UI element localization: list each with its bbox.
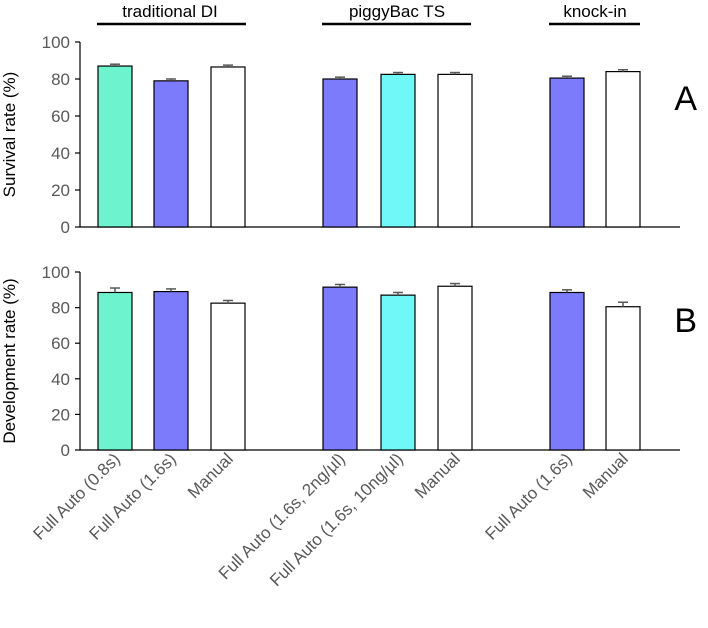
panel-A-y-tick-label: 40 (51, 144, 70, 163)
category-label: Manual (579, 449, 632, 502)
bar-A-1-1 (380, 73, 416, 228)
category-label: Manual (411, 449, 464, 502)
bar-B-1-0 (322, 286, 358, 451)
group-title-2: knock-in (563, 2, 626, 21)
panel-B-y-tick-label: 80 (51, 299, 70, 318)
panel-A-y-tick-label: 80 (51, 70, 70, 89)
panel-B-y-label: Development rate (%) (0, 278, 19, 443)
panel-A-y-tick-label: 20 (51, 181, 70, 200)
panel-label: A (674, 80, 697, 118)
category-label: Full Auto (1.6s) (482, 449, 576, 543)
panel-A-y-tick-label: 100 (42, 33, 70, 52)
bar-A-1-0 (322, 78, 358, 228)
bar-A-2-1 (605, 70, 641, 228)
panel-label: B (674, 302, 697, 340)
bar-B-0-0 (97, 291, 133, 451)
bar-B-0-1 (153, 290, 189, 451)
group-title-1: piggyBac TS (349, 2, 445, 21)
panel-B-y-tick-label: 0 (61, 441, 70, 460)
panel-B-y-tick-label: 40 (51, 370, 70, 389)
bar-A-2-0 (549, 77, 585, 228)
bar-A-0-2 (210, 66, 246, 228)
panel-A-y-tick-label: 0 (61, 218, 70, 237)
bar-B-2-1 (605, 306, 641, 451)
bar-B-2-0 (549, 291, 585, 451)
bar-B-0-2 (210, 302, 246, 451)
category-label: Manual (184, 449, 237, 502)
bar-A-0-0 (97, 65, 133, 228)
panel-B-y-tick-label: 20 (51, 405, 70, 424)
panel-A-y-tick-label: 60 (51, 107, 70, 126)
bar-A-0-1 (153, 80, 189, 228)
bar-B-1-1 (380, 294, 416, 451)
panel-A-y-label: Survival rate (%) (0, 72, 19, 198)
bar-B-1-2 (437, 285, 473, 451)
group-title-0: traditional DI (122, 2, 217, 21)
panel-B-y-tick-label: 100 (42, 263, 70, 282)
panel-B-y-tick-label: 60 (51, 334, 70, 353)
bar-A-1-2 (437, 73, 473, 228)
